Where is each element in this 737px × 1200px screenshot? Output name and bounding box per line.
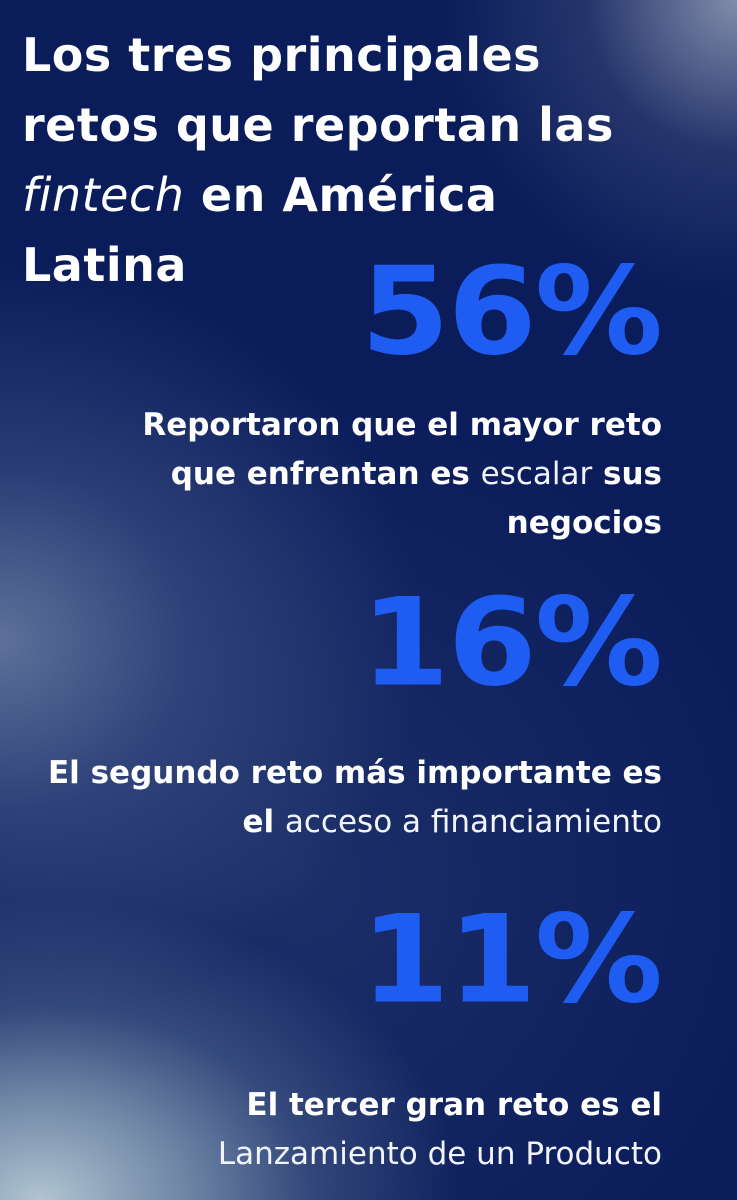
stat-3-desc-highlight: Lanzamiento de un Producto [217, 1136, 662, 1172]
stat-1-desc-highlight: escalar [480, 456, 593, 492]
title-line-4: Latina [22, 238, 187, 292]
stat-value-56: 56% [360, 241, 663, 384]
stat-3-desc-part1: El tercer gran reto es el [246, 1087, 662, 1123]
stat-value-11: 11% [360, 889, 663, 1032]
stat-1-desc-part1: Reportaron que el mayor reto que enfrent… [142, 407, 662, 492]
title-italic-word: fintech [22, 168, 185, 222]
stat-value-16: 16% [360, 572, 663, 715]
stat-description-1: Reportaron que el mayor reto que enfrent… [102, 401, 662, 548]
title-line-1: Los tres principales [22, 28, 542, 82]
stat-2-desc-highlight: acceso a financiamiento [284, 804, 662, 840]
title-line-2: retos que reportan las [22, 98, 614, 152]
stat-description-3: El tercer gran reto es el Lanzamiento de… [22, 1081, 662, 1179]
stat-1-desc-part2: sus negocios [506, 456, 662, 541]
title-line-3-rest: en América [184, 168, 498, 222]
page-title: Los tres principales retos que reportan l… [22, 20, 722, 300]
stat-2-desc-part1: El segundo reto más importante es el [48, 755, 662, 840]
stat-description-2: El segundo reto más importante es el acc… [22, 749, 662, 847]
